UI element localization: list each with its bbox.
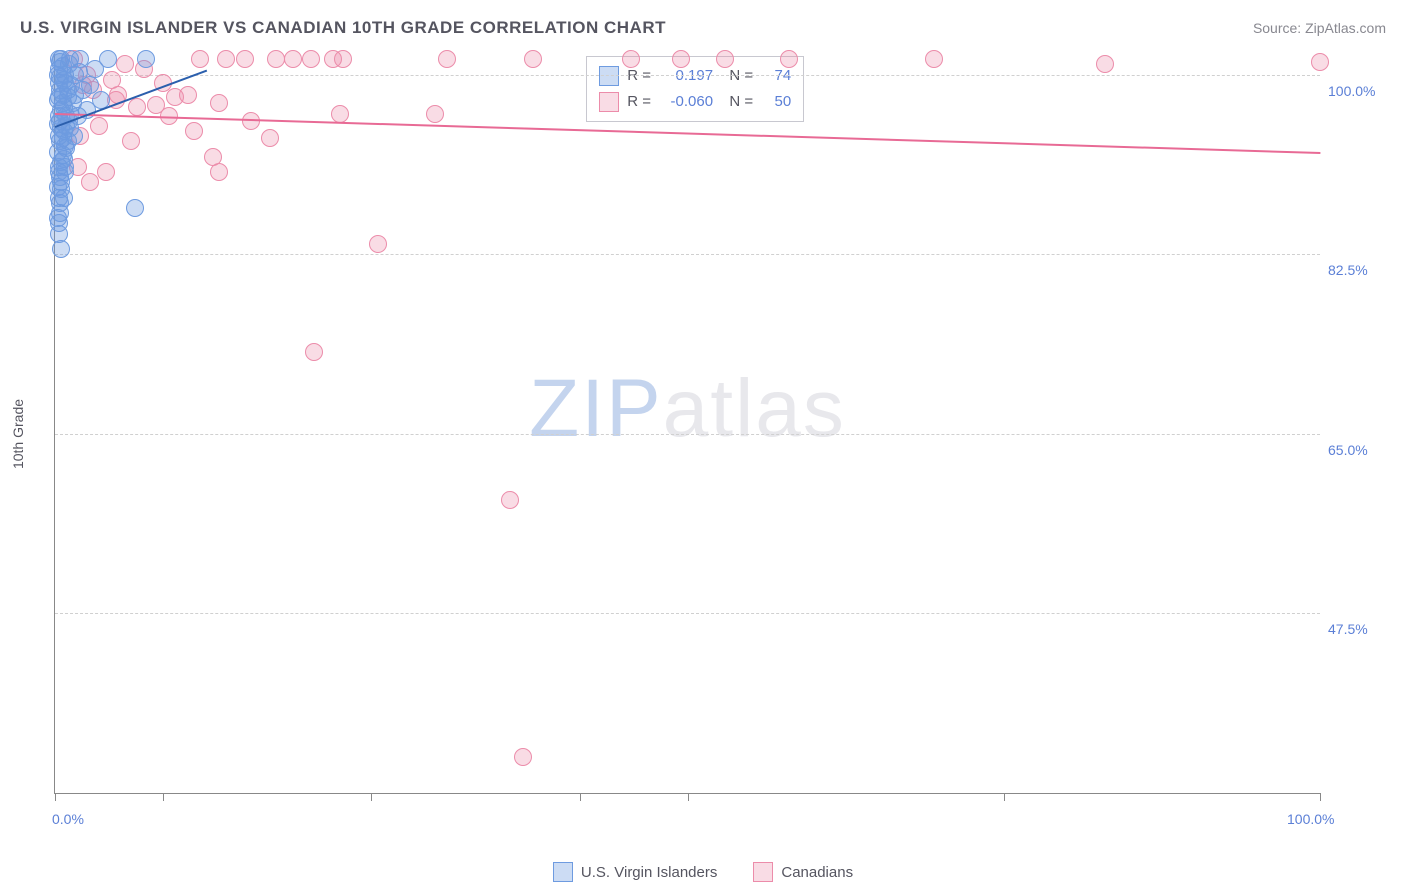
data-point [331,105,349,123]
bottom-legend-swatch-2 [753,862,773,882]
bottom-legend-item-2: Canadians [753,862,853,882]
data-point [166,88,184,106]
bottom-legend-label-2: Canadians [781,864,853,881]
data-point [90,117,108,135]
data-point [185,122,203,140]
data-point [97,163,115,181]
bottom-legend-label-1: U.S. Virgin Islanders [581,864,717,881]
data-point [52,240,70,258]
data-point [1311,53,1329,71]
y-tick-label: 65.0% [1328,442,1384,458]
data-point [622,50,640,68]
data-point [210,163,228,181]
bottom-legend: U.S. Virgin Islanders Canadians [0,862,1406,882]
data-point [210,94,228,112]
data-point [52,180,70,198]
watermark-zip: ZIP [529,363,663,454]
data-point [261,129,279,147]
y-tick-label: 100.0% [1328,83,1384,99]
gridline-h [55,75,1320,76]
x-tick [688,793,689,801]
data-point [302,50,320,68]
data-point [81,173,99,191]
chart-header: U.S. VIRGIN ISLANDER VS CANADIAN 10TH GR… [0,0,1406,46]
gridline-h [55,434,1320,435]
correlation-legend: R = 0.197 N = 74 R = -0.060 N = 50 [586,56,804,122]
data-point [501,491,519,509]
data-point [137,50,155,68]
y-tick-label: 82.5% [1328,262,1384,278]
data-point [66,86,84,104]
data-point [191,50,209,68]
data-point [122,132,140,150]
r-value-1: 0.197 [659,63,713,89]
chart-area: 10th Grade ZIPatlas R = 0.197 N = 74 R =… [48,54,1392,814]
data-point [50,214,68,232]
watermark: ZIPatlas [529,362,846,456]
legend-swatch-1 [599,66,619,86]
r-value-2: -0.060 [659,89,713,115]
data-point [128,98,146,116]
legend-row-2: R = -0.060 N = 50 [599,89,791,115]
watermark-atlas: atlas [663,363,846,454]
data-point [438,50,456,68]
gridline-h [55,254,1320,255]
plot-region: ZIPatlas R = 0.197 N = 74 R = -0.060 N =… [54,54,1320,794]
data-point [426,105,444,123]
data-point [672,50,690,68]
data-point [267,50,285,68]
data-point [780,50,798,68]
bottom-legend-swatch-1 [553,862,573,882]
x-tick [163,793,164,801]
data-point [514,748,532,766]
data-point [55,150,73,168]
data-point [716,50,734,68]
n-value-2: 50 [761,89,791,115]
data-point [284,50,302,68]
data-point [925,50,943,68]
data-point [236,50,254,68]
chart-source: Source: ZipAtlas.com [1253,20,1386,36]
data-point [305,343,323,361]
bottom-legend-item-1: U.S. Virgin Islanders [553,862,717,882]
x-tick [1320,793,1321,801]
data-point [1096,55,1114,73]
x-tick-label-max: 100.0% [1287,811,1334,827]
data-point [126,199,144,217]
x-tick [55,793,56,801]
chart-title: U.S. VIRGIN ISLANDER VS CANADIAN 10TH GR… [20,18,666,38]
y-tick-label: 47.5% [1328,621,1384,637]
data-point [116,55,134,73]
x-tick [1004,793,1005,801]
data-point [103,71,121,89]
legend-swatch-2 [599,92,619,112]
x-tick [580,793,581,801]
data-point [334,50,352,68]
gridline-h [55,613,1320,614]
data-point [369,235,387,253]
y-axis-label: 10th Grade [10,399,26,469]
data-point [217,50,235,68]
x-tick-label-min: 0.0% [52,811,84,827]
x-tick [371,793,372,801]
data-point [51,53,69,71]
data-point [524,50,542,68]
